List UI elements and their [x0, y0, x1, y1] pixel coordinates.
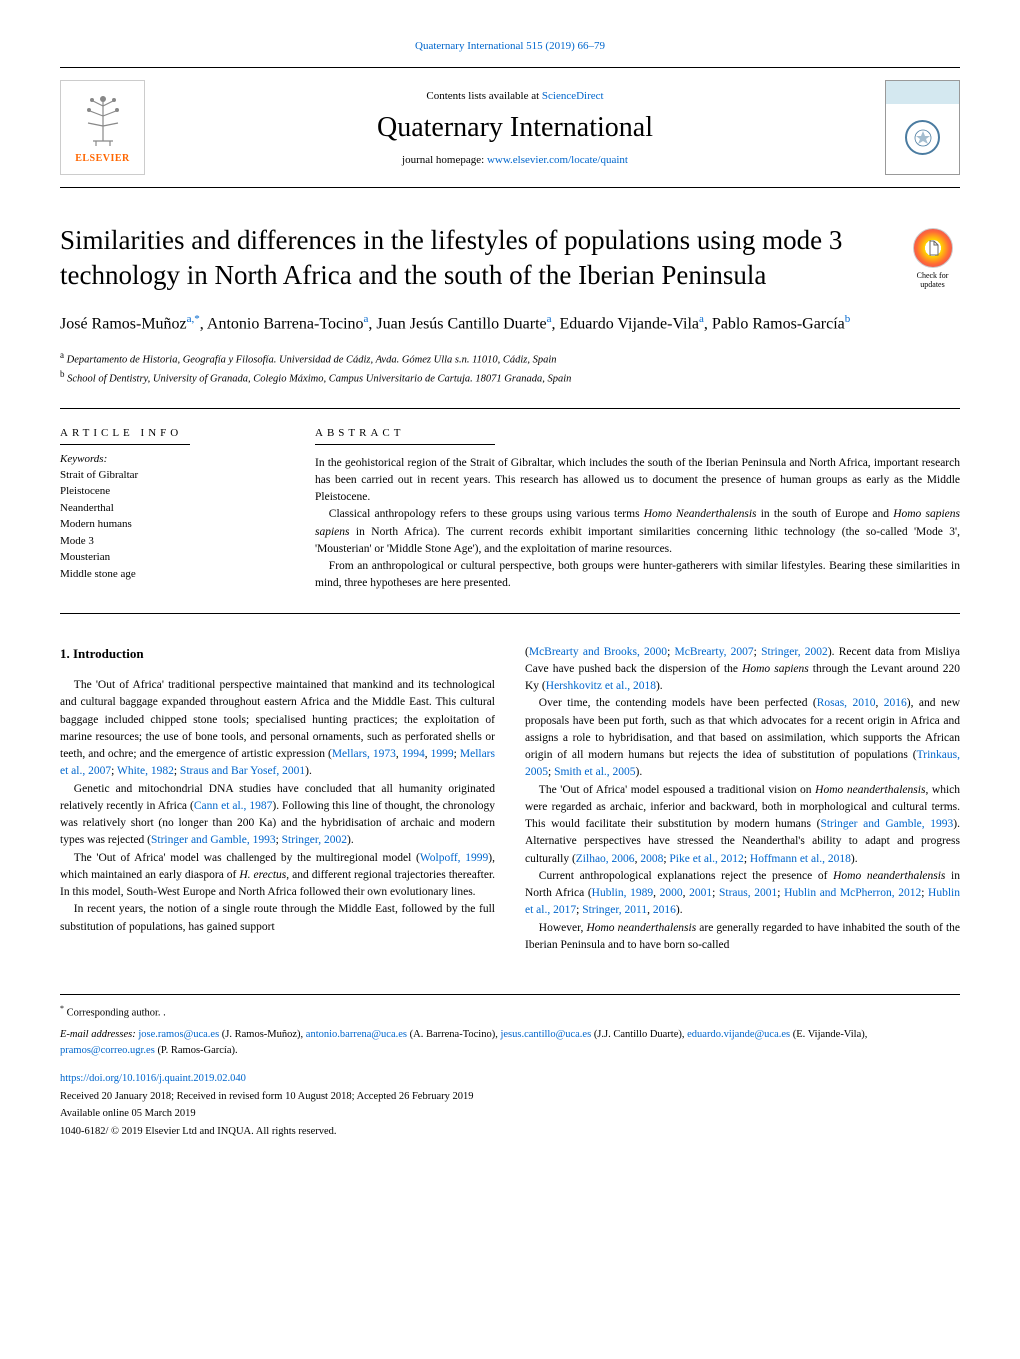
- homepage-prefix: journal homepage:: [402, 154, 487, 166]
- keywords-label: Keywords:: [60, 453, 275, 465]
- info-abstract-row: ARTICLE INFO Keywords: Strait of Gibralt…: [60, 427, 960, 593]
- elsevier-logo[interactable]: ELSEVIER: [60, 80, 145, 175]
- author-name: Eduardo Vijande-Vila: [560, 316, 700, 333]
- check-updates-text1: Check for: [905, 271, 960, 280]
- journal-cover[interactable]: [885, 80, 960, 175]
- journal-cover-icon: [905, 120, 940, 155]
- footer: * Corresponding author. . E-mail address…: [60, 994, 960, 1140]
- author-affiliation-sup[interactable]: a: [699, 313, 704, 325]
- keyword-item: Neanderthal: [60, 500, 275, 517]
- abstract-divider: [315, 444, 495, 445]
- email-author-name: (E. Vijande-Vila): [793, 1029, 865, 1040]
- divider-mid: [60, 613, 960, 614]
- doi-link[interactable]: https://doi.org/10.1016/j.quaint.2019.02…: [60, 1071, 960, 1087]
- abstract-section: ABSTRACT In the geohistorical region of …: [315, 427, 960, 593]
- body-left-column: 1. Introduction The 'Out of Africa' trad…: [60, 644, 495, 955]
- email-link[interactable]: jose.ramos@uca.es: [138, 1029, 219, 1040]
- email-link[interactable]: pramos@correo.ugr.es: [60, 1045, 155, 1056]
- authors-list: José Ramos-Muñoza,*, Antonio Barrena-Toc…: [60, 311, 960, 337]
- elsevier-text: ELSEVIER: [75, 153, 130, 164]
- email-author-name: (P. Ramos-García): [157, 1045, 235, 1056]
- body-paragraph: The 'Out of Africa' traditional perspect…: [60, 677, 495, 781]
- corresponding-marker: *: [60, 1004, 64, 1013]
- email-link[interactable]: jesus.cantillo@uca.es: [500, 1029, 591, 1040]
- article-title: Similarities and differences in the life…: [60, 223, 960, 293]
- keywords-list: Strait of GibraltarPleistoceneNeandertha…: [60, 467, 275, 583]
- homepage-link[interactable]: www.elsevier.com/locate/quaint: [487, 154, 628, 166]
- keyword-item: Pleistocene: [60, 483, 275, 500]
- affiliations: a Departamento de Historia, Geografía y …: [60, 349, 960, 388]
- keyword-item: Middle stone age: [60, 566, 275, 583]
- email-link[interactable]: antonio.barrena@uca.es: [306, 1029, 407, 1040]
- body-right-column: (McBrearty and Brooks, 2000; McBrearty, …: [525, 644, 960, 955]
- author-name: Pablo Ramos-García: [712, 316, 845, 333]
- keyword-item: Modern humans: [60, 516, 275, 533]
- check-updates-icon: [913, 228, 953, 268]
- body-section: 1. Introduction The 'Out of Africa' trad…: [60, 644, 960, 955]
- available-line: Available online 05 March 2019: [60, 1106, 960, 1122]
- email-author-name: (J.J. Cantillo Duarte): [594, 1029, 682, 1040]
- affiliation-line: a Departamento de Historia, Geografía y …: [60, 349, 960, 368]
- corresponding-note: Corresponding author. .: [67, 1008, 166, 1019]
- email-label: E-mail addresses:: [60, 1029, 138, 1040]
- keyword-item: Mode 3: [60, 533, 275, 550]
- body-paragraph: (McBrearty and Brooks, 2000; McBrearty, …: [525, 644, 960, 696]
- abstract-paragraph: In the geohistorical region of the Strai…: [315, 455, 960, 507]
- author-affiliation-sup[interactable]: a: [364, 313, 369, 325]
- homepage-line: journal homepage: www.elsevier.com/locat…: [145, 154, 885, 166]
- body-paragraph: Over time, the contending models have be…: [525, 695, 960, 781]
- body-paragraph: Genetic and mitochondrial DNA studies ha…: [60, 781, 495, 850]
- author-name: José Ramos-Muñoz: [60, 316, 187, 333]
- title-section: Similarities and differences in the life…: [60, 223, 960, 388]
- affiliation-line: b School of Dentistry, University of Gra…: [60, 368, 960, 387]
- check-updates-text2: updates: [905, 280, 960, 289]
- contents-line: Contents lists available at ScienceDirec…: [145, 90, 885, 102]
- author-affiliation-sup[interactable]: a,*: [187, 313, 200, 325]
- author-affiliation-sup[interactable]: a: [547, 313, 552, 325]
- divider-top: [60, 408, 960, 409]
- email-link[interactable]: eduardo.vijande@uca.es: [687, 1029, 790, 1040]
- email-author-name: (A. Barrena-Tocino): [410, 1029, 496, 1040]
- check-updates-button[interactable]: Check for updates: [905, 228, 960, 289]
- contents-prefix: Contents lists available at: [426, 90, 541, 102]
- emails-line: E-mail addresses: jose.ramos@uca.es (J. …: [60, 1027, 960, 1059]
- info-divider: [60, 444, 190, 445]
- copyright-line: 1040-6182/ © 2019 Elsevier Ltd and INQUA…: [60, 1124, 960, 1140]
- abstract-text: In the geohistorical region of the Strai…: [315, 455, 960, 593]
- abstract-paragraph: Classical anthropology refers to these g…: [315, 506, 960, 558]
- author-affiliation-sup[interactable]: b: [845, 313, 851, 325]
- abstract-label: ABSTRACT: [315, 427, 960, 439]
- journal-name: Quaternary International: [145, 112, 885, 144]
- keyword-item: Mousterian: [60, 549, 275, 566]
- body-paragraph: The 'Out of Africa' model espoused a tra…: [525, 782, 960, 868]
- header-center: Contents lists available at ScienceDirec…: [145, 90, 885, 166]
- article-info: ARTICLE INFO Keywords: Strait of Gibralt…: [60, 427, 275, 593]
- body-paragraph: In recent years, the notion of a single …: [60, 901, 495, 936]
- header-bar: ELSEVIER Contents lists available at Sci…: [60, 67, 960, 188]
- sciencedirect-link[interactable]: ScienceDirect: [542, 90, 604, 102]
- author-name: Antonio Barrena-Tocino: [207, 316, 364, 333]
- body-paragraph: However, Homo neanderthalensis are gener…: [525, 920, 960, 955]
- article-info-label: ARTICLE INFO: [60, 427, 275, 439]
- body-paragraph: The 'Out of Africa' model was challenged…: [60, 850, 495, 902]
- email-author-name: (J. Ramos-Muñoz): [222, 1029, 301, 1040]
- author-name: Juan Jesús Cantillo Duarte: [376, 316, 546, 333]
- journal-reference-top[interactable]: Quaternary International 515 (2019) 66–7…: [60, 40, 960, 52]
- received-line: Received 20 January 2018; Received in re…: [60, 1089, 960, 1105]
- abstract-paragraph: From an anthropological or cultural pers…: [315, 558, 960, 593]
- keyword-item: Strait of Gibraltar: [60, 467, 275, 484]
- elsevier-tree-icon: [78, 91, 128, 151]
- section-heading: 1. Introduction: [60, 644, 495, 664]
- body-paragraph: Current anthropological explanations rej…: [525, 868, 960, 920]
